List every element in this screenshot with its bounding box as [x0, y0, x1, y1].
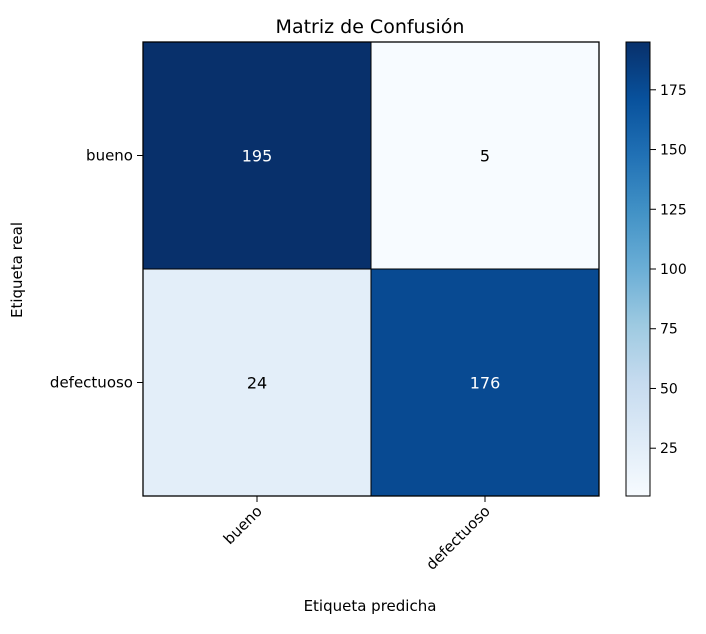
colorbar	[625, 41, 651, 497]
colorbar-tick-label: 125	[660, 202, 687, 218]
matrix-cell	[370, 41, 600, 270]
colorbar-tick-label: 25	[660, 441, 678, 457]
cell-value-label: 5	[480, 147, 490, 166]
x-tick-label: bueno	[220, 502, 266, 548]
matrix-cell	[142, 41, 372, 270]
matrix-cell-labels: 195 5 24 176	[242, 147, 501, 393]
colorbar-tick-label: 150	[660, 143, 687, 159]
y-axis-ticks: bueno defectuoso	[50, 147, 143, 392]
chart-title: Matriz de Confusión	[276, 16, 465, 38]
colorbar-tick-label: 100	[660, 262, 687, 278]
colorbar-tick-label: 175	[660, 83, 687, 99]
y-tick-label: bueno	[86, 147, 133, 165]
y-tick-label: defectuoso	[50, 374, 133, 392]
colorbar-ticks: 25 50 75 100 125 150 175	[650, 83, 687, 457]
x-tick-label: defectuoso	[422, 502, 493, 573]
x-axis-label: Etiqueta predicha	[304, 597, 437, 615]
cell-value-label: 195	[242, 147, 273, 166]
colorbar-tick-label: 50	[660, 381, 678, 397]
matrix-cell	[142, 268, 372, 497]
cell-value-label: 176	[470, 374, 501, 393]
matrix-frame	[142, 41, 600, 497]
x-axis-ticks: bueno defectuoso	[220, 496, 494, 574]
matrix-cells	[142, 41, 600, 497]
colorbar-tick-label: 75	[660, 322, 678, 338]
y-axis-label: Etiqueta real	[8, 222, 26, 318]
matrix-cell	[370, 268, 600, 497]
cell-value-label: 24	[247, 374, 267, 393]
